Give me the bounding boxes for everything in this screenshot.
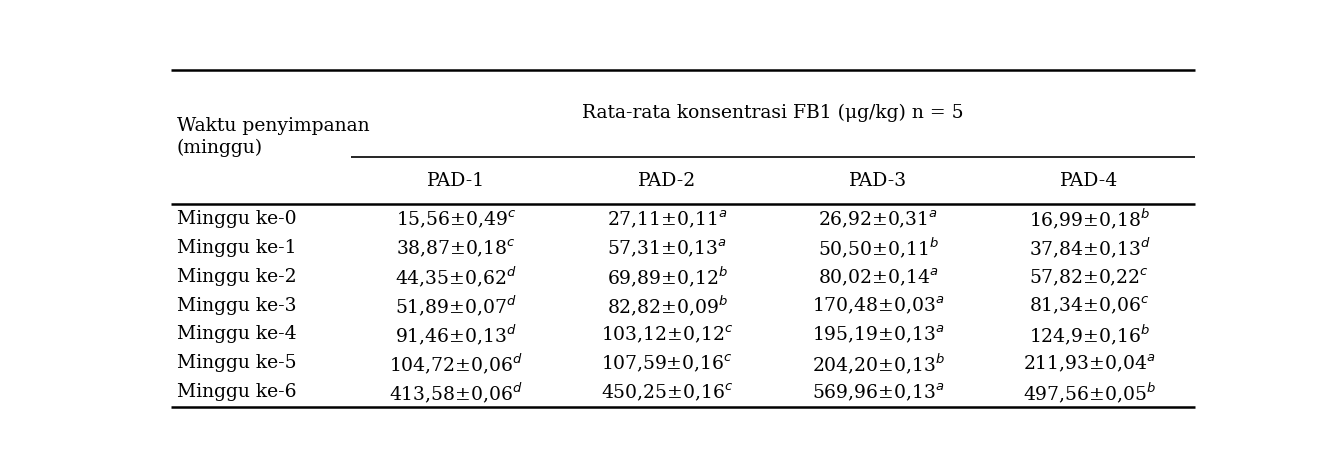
Text: 497,56±0,05$^b$: 497,56±0,05$^b$ <box>1023 380 1156 405</box>
Text: PAD-1: PAD-1 <box>427 172 485 190</box>
Text: Minggu ke-1: Minggu ke-1 <box>177 239 297 257</box>
Text: 124,9±0,16$^b$: 124,9±0,16$^b$ <box>1029 322 1150 347</box>
Text: 91,46±0,13$^d$: 91,46±0,13$^d$ <box>395 322 517 347</box>
Text: PAD-3: PAD-3 <box>850 172 907 190</box>
Text: Minggu ke-6: Minggu ke-6 <box>177 383 297 401</box>
Text: 37,84±0,13$^d$: 37,84±0,13$^d$ <box>1028 236 1150 260</box>
Text: 80,02±0,14$^a$: 80,02±0,14$^a$ <box>818 266 939 288</box>
Text: 51,89±0,07$^d$: 51,89±0,07$^d$ <box>395 293 517 318</box>
Text: 44,35±0,62$^d$: 44,35±0,62$^d$ <box>395 265 517 289</box>
Text: 82,82±0,09$^b$: 82,82±0,09$^b$ <box>606 293 728 318</box>
Text: 107,59±0,16$^c$: 107,59±0,16$^c$ <box>601 353 733 374</box>
Text: Rata-rata konsentrasi FB1 (μg/kg) n = 5: Rata-rata konsentrasi FB1 (μg/kg) n = 5 <box>583 104 963 123</box>
Text: 450,25±0,16$^c$: 450,25±0,16$^c$ <box>601 381 733 403</box>
Text: PAD-4: PAD-4 <box>1060 172 1119 190</box>
Text: 16,99±0,18$^b$: 16,99±0,18$^b$ <box>1029 207 1150 231</box>
Text: Minggu ke-2: Minggu ke-2 <box>177 268 297 286</box>
Text: PAD-2: PAD-2 <box>638 172 697 190</box>
Text: Minggu ke-0: Minggu ke-0 <box>177 210 297 228</box>
Text: 26,92±0,31$^a$: 26,92±0,31$^a$ <box>818 208 939 230</box>
Text: 211,93±0,04$^a$: 211,93±0,04$^a$ <box>1023 353 1156 374</box>
Text: 413,58±0,06$^d$: 413,58±0,06$^d$ <box>390 380 523 405</box>
Text: 15,56±0,49$^c$: 15,56±0,49$^c$ <box>396 208 516 230</box>
Text: 50,50±0,11$^b$: 50,50±0,11$^b$ <box>818 236 939 260</box>
Text: 569,96±0,13$^a$: 569,96±0,13$^a$ <box>813 381 944 403</box>
Text: 27,11±0,11$^a$: 27,11±0,11$^a$ <box>606 208 728 230</box>
Text: 57,82±0,22$^c$: 57,82±0,22$^c$ <box>1029 266 1149 288</box>
Text: 81,34±0,06$^c$: 81,34±0,06$^c$ <box>1029 295 1149 316</box>
Text: 170,48±0,03$^a$: 170,48±0,03$^a$ <box>813 295 944 316</box>
Text: Waktu penyimpanan
(minggu): Waktu penyimpanan (minggu) <box>177 118 370 157</box>
Text: Minggu ke-3: Minggu ke-3 <box>177 296 297 314</box>
Text: 69,89±0,12$^b$: 69,89±0,12$^b$ <box>606 265 728 289</box>
Text: Minggu ke-4: Minggu ke-4 <box>177 325 297 343</box>
Text: 103,12±0,12$^c$: 103,12±0,12$^c$ <box>601 324 733 345</box>
Text: Minggu ke-5: Minggu ke-5 <box>177 355 297 372</box>
Text: 195,19±0,13$^a$: 195,19±0,13$^a$ <box>813 324 944 345</box>
Text: 38,87±0,18$^c$: 38,87±0,18$^c$ <box>396 237 516 259</box>
Text: 204,20±0,13$^b$: 204,20±0,13$^b$ <box>811 351 944 376</box>
Text: 57,31±0,13$^a$: 57,31±0,13$^a$ <box>606 237 728 259</box>
Text: 104,72±0,06$^d$: 104,72±0,06$^d$ <box>390 351 523 376</box>
